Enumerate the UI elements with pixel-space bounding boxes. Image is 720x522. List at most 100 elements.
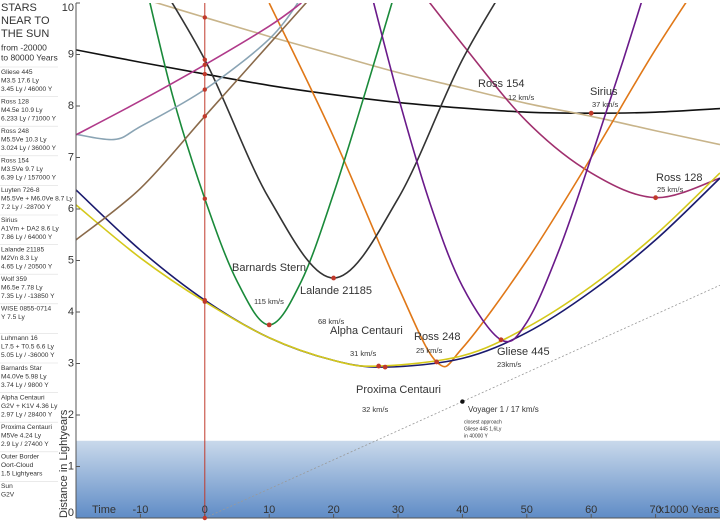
closest-dot — [498, 337, 504, 343]
panel-entry: Y 7.5 Ly — [1, 314, 26, 321]
closest-dot — [376, 363, 382, 369]
panel-entry: Oort-Cloud — [1, 462, 34, 469]
panel-entry: Outer Border — [1, 454, 40, 461]
x-tick-label: 20 — [327, 504, 339, 516]
star-name: Alpha Centauri — [330, 325, 403, 337]
closest-dot — [382, 364, 388, 370]
oort-band — [76, 440, 720, 518]
star-note: in 40000 Y — [464, 433, 488, 439]
panel-entry: 7.86 Ly / 64000 Y — [1, 234, 53, 241]
star-curve — [171, 3, 496, 279]
star-curve — [76, 3, 302, 136]
x-tick-label: -10 — [132, 504, 148, 516]
star-curve — [268, 3, 687, 368]
star-curve — [154, 3, 720, 146]
panel-subtitle: to 80000 Years — [1, 52, 58, 62]
y-tick-label: 2 — [68, 409, 74, 421]
panel-entry: M3.5Ve 9.7 Ly — [1, 166, 44, 173]
now-dot — [202, 87, 207, 92]
panel-entry: Luyten 726-8 — [1, 187, 40, 194]
star-name: Proxima Centauri — [356, 384, 441, 396]
star-note: Gliese 445 1,6Ly — [464, 426, 502, 432]
star-note: closest approach — [464, 419, 502, 425]
now-dot — [202, 15, 207, 20]
panel-entry: Ross 128 — [1, 98, 29, 105]
panel-entry: Barnards Star — [1, 365, 42, 372]
y-axis-label: Distance in Lightyears — [58, 409, 70, 518]
y-tick-label: 7 — [68, 151, 74, 163]
y-tick-label: 0 — [68, 507, 74, 519]
star-speed: 12 km/s — [508, 93, 535, 102]
y-tick-label: 6 — [68, 203, 74, 215]
star-curve — [76, 49, 720, 115]
panel-title: NEAR TO — [1, 15, 50, 27]
panel-entry: Ross 154 — [1, 158, 29, 165]
y-tick-label: 9 — [68, 48, 74, 60]
star-name: Ross 128 — [656, 172, 702, 184]
curves — [76, 3, 720, 518]
panel-entry: M2Vn 8.3 Ly — [1, 255, 38, 262]
star-curve — [76, 172, 720, 368]
star-curve — [372, 3, 643, 343]
panel-entry: L7.5 + T0.5 6.6 Ly — [1, 344, 55, 351]
y-tick-label: 3 — [68, 357, 74, 369]
x-tick-label: 50 — [521, 504, 533, 516]
x-tick-label: 70 — [649, 504, 661, 516]
now-dot — [202, 62, 207, 67]
closest-dot — [266, 322, 272, 328]
overlay: 0 1 2 3 4 5 6 7 8 9 10 -10 0 10 20 30 40 50 60 70 Ross 154 12… — [62, 2, 720, 521]
y-tick-label: 10 — [62, 2, 74, 14]
star-name: Barnards Stern — [232, 262, 306, 274]
panel-entry: Ross 248 — [1, 128, 29, 135]
panel-entry: 4.65 Ly / 20500 Y — [1, 263, 53, 270]
panel-entry: M6.5e 7.78 Ly — [1, 284, 43, 291]
y-tick-label: 4 — [68, 306, 74, 318]
y-tick-label: 8 — [68, 100, 74, 112]
panel-entry: Lalande 21185 — [1, 246, 44, 253]
panel-entry: WISE 0855-0714 — [1, 306, 52, 313]
panel-entry: 1.5 Lightyears — [1, 471, 43, 478]
x-tick-label: 10 — [263, 504, 275, 516]
star-speed: 37 km/s — [592, 100, 619, 109]
star-name: Ross 154 — [478, 78, 524, 90]
panel-entry: A1Vm + DA2 8.6 Ly — [1, 225, 60, 232]
panel-entry: Wolf 359 — [1, 276, 27, 283]
star-speed: 115 km/s — [254, 297, 284, 306]
panel-entry: G2V + K1V 4.36 Ly — [1, 403, 58, 410]
panel-entry: Alpha Centauri — [1, 394, 45, 401]
star-speed: 25 km/s — [416, 346, 443, 355]
panel-entry: 3.024 Ly / 36000 Y — [1, 145, 57, 152]
star-name: Gliese 445 — [497, 346, 550, 358]
panel-entry: G2V — [1, 492, 15, 499]
panel-entry: 6.233 Ly / 71000 Y — [1, 115, 57, 122]
panel-title: THE SUN — [1, 28, 49, 40]
star-speed: 23km/s — [497, 360, 521, 369]
panel-entry: 6.39 Ly / 157000 Y — [1, 175, 57, 182]
x-tick-label: 60 — [585, 504, 597, 516]
panel-entry: Gliese 445 — [1, 69, 33, 76]
now-dot — [202, 114, 207, 119]
closest-dot — [653, 195, 658, 201]
star-curve — [149, 3, 393, 326]
panel-entry: 2.97 Ly / 28400 Y — [1, 411, 53, 418]
panel-subtitle: from -20000 — [1, 42, 47, 52]
star-curve — [428, 3, 720, 199]
closest-dot — [434, 359, 440, 365]
panel-entry: M5.5Ve + M6.0Ve 8.7 Ly — [1, 196, 73, 203]
y-tick-label: 1 — [68, 460, 74, 472]
panel-entry: Sun — [1, 483, 13, 490]
now-dot — [202, 196, 207, 201]
star-speed: 32 km/s — [362, 405, 389, 414]
panel-entry: M5Ve 4.24 Ly — [1, 432, 42, 439]
now-dot — [202, 299, 207, 304]
star-speed: 25 km/s — [657, 185, 684, 194]
panel-entry: Luhmann 16 — [1, 335, 38, 342]
now-dot — [202, 515, 207, 521]
star-name: Voyager 1 / 17 km/s — [468, 405, 539, 414]
panel-entry: 2.9 Ly / 27400 Y — [1, 441, 49, 448]
panel-entry: M5.5Ve 10.3 Ly — [1, 136, 47, 143]
panel-entry: 7.35 Ly / -13850 Y — [1, 293, 55, 300]
panel-entry: Proxima Centauri — [1, 424, 52, 431]
panel-title: STARS — [1, 2, 37, 14]
